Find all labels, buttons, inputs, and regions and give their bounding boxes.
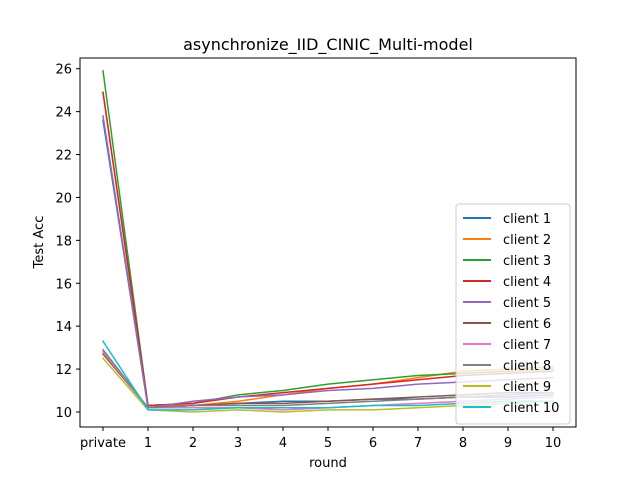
legend-label-client-6: client 6 <box>503 317 551 332</box>
x-axis-label: round <box>309 456 347 471</box>
legend-label-client-3: client 3 <box>503 254 551 269</box>
y-tick-label: 14 <box>55 320 72 335</box>
chart-title: asynchronize_IID_CINIC_Multi-model <box>183 35 473 55</box>
legend-label-client-5: client 5 <box>503 296 551 311</box>
legend-label-client-7: client 7 <box>503 338 551 353</box>
y-tick-label: 22 <box>55 149 72 164</box>
x-tick-label: 4 <box>279 436 287 451</box>
x-tick-label: 7 <box>414 436 422 451</box>
legend: client 1 client 2 client 3 client 4 client 5… <box>455 203 571 425</box>
x-tick-label: 5 <box>324 436 332 451</box>
x-axis: private 1 2 3 4 5 6 7 8 9 10 <box>80 427 561 451</box>
x-tick-label: 9 <box>504 436 512 451</box>
x-tick-label: private <box>80 436 126 451</box>
y-axis-label: Test Acc <box>32 216 47 270</box>
legend-label-client-1: client 1 <box>503 212 551 227</box>
y-tick-label: 16 <box>55 277 72 292</box>
x-tick-label: 3 <box>234 436 242 451</box>
legend-label-client-9: client 9 <box>503 380 551 395</box>
y-tick-label: 18 <box>55 234 72 249</box>
y-tick-label: 10 <box>55 406 72 421</box>
y-axis: 10 12 14 16 18 20 22 24 26 <box>55 63 80 421</box>
legend-label-client-2: client 2 <box>503 233 551 248</box>
x-tick-label: 6 <box>369 436 377 451</box>
legend-label-client-4: client 4 <box>503 275 551 290</box>
y-tick-label: 20 <box>55 191 72 206</box>
y-tick-label: 26 <box>55 63 72 78</box>
x-tick-label: 10 <box>545 436 562 451</box>
x-tick-label: 8 <box>459 436 467 451</box>
y-tick-label: 24 <box>55 106 72 121</box>
x-tick-label: 2 <box>189 436 197 451</box>
legend-label-client-8: client 8 <box>503 359 551 374</box>
y-tick-label: 12 <box>55 363 72 378</box>
legend-label-client-10: client 10 <box>503 401 559 416</box>
x-tick-label: 1 <box>144 436 152 451</box>
